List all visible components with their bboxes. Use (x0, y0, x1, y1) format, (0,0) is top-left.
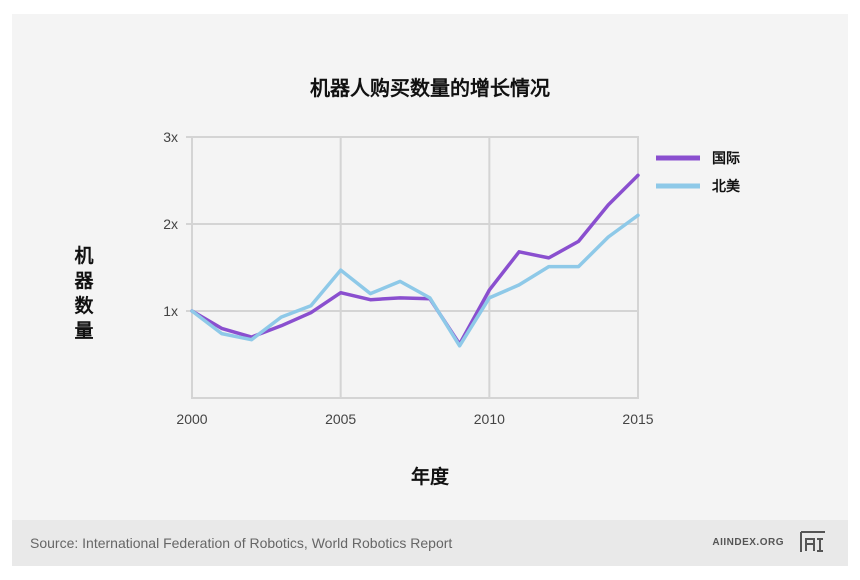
y-tick-label: 1x (163, 303, 178, 319)
x-tick-label: 2010 (474, 411, 505, 427)
y-axis-label-char-0: 机 (74, 245, 94, 267)
y-axis-label-char-3: 量 (74, 320, 94, 342)
x-axis-label: 年度 (410, 466, 449, 488)
legend-label-1: 北美 (712, 178, 741, 195)
y-axis-label: 机器数量 (70, 244, 98, 344)
y-tick-label: 2x (163, 216, 178, 232)
y-tick-label: 3x (163, 129, 178, 145)
brand-text: AIINDEX.ORG (712, 537, 784, 548)
x-tick-label: 2005 (325, 411, 356, 427)
chart-title: 机器人购买数量的增长情况 (310, 76, 550, 100)
y-axis-label-char-1: 器 (74, 270, 94, 292)
x-tick-label: 2000 (176, 411, 207, 427)
ai-index-logo-icon (800, 531, 825, 552)
y-axis-label-char-2: 数 (74, 295, 94, 317)
series-line-0 (190, 173, 640, 346)
footer: Source: International Federation of Robo… (12, 520, 848, 566)
series-line-1 (190, 213, 640, 348)
source-text: Source: International Federation of Robo… (30, 535, 453, 551)
chart-card (12, 14, 848, 520)
x-tick-label: 2015 (622, 411, 653, 427)
legend-label-0: 国际 (712, 151, 740, 167)
